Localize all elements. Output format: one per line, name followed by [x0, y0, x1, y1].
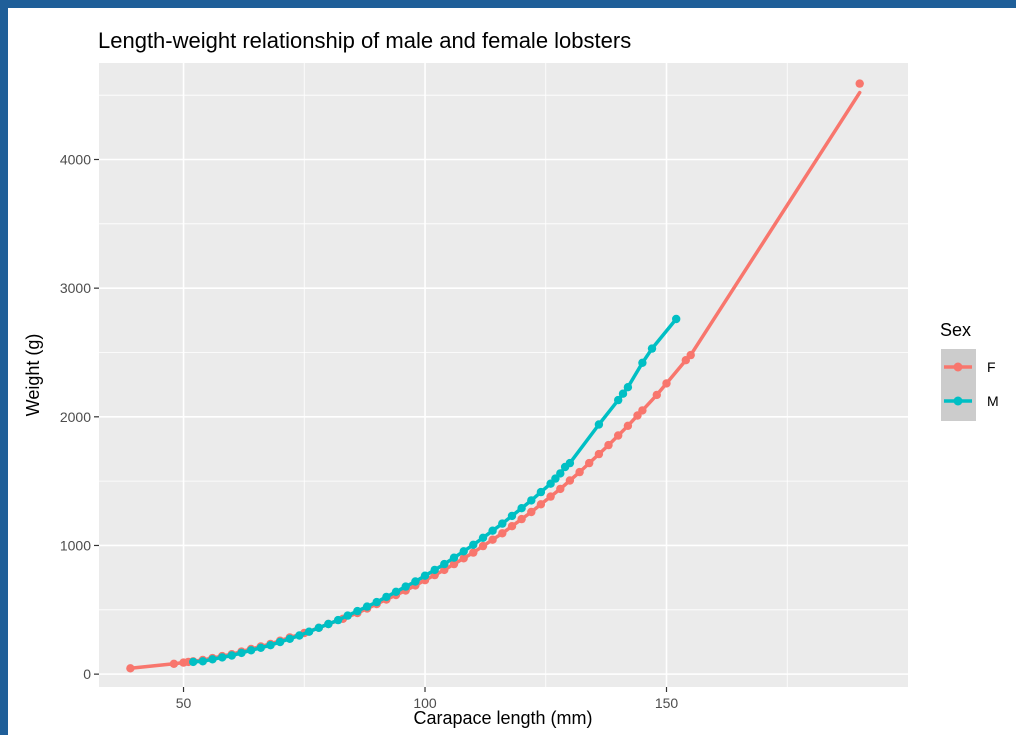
data-point-m: [459, 547, 468, 556]
x-axis: 50 100 150: [176, 687, 679, 711]
data-point-f: [638, 406, 647, 415]
legend-label-m: M: [987, 393, 999, 409]
chart-title: Length-weight relationship of male and f…: [98, 28, 631, 53]
data-point-f: [527, 507, 536, 517]
y-axis: 0 1000 2000 3000 4000: [60, 151, 99, 682]
data-point-m: [324, 619, 333, 629]
data-point-f: [459, 554, 468, 563]
data-point-m: [237, 648, 246, 658]
data-point-m: [304, 627, 314, 636]
data-point-m: [246, 646, 256, 655]
data-point-m: [556, 469, 565, 478]
data-point-f: [565, 476, 575, 485]
y-tick-label: 0: [83, 666, 91, 682]
data-point-f: [126, 664, 135, 673]
data-point-m: [314, 623, 323, 632]
y-tick-label: 4000: [60, 151, 91, 167]
data-point-m: [353, 606, 362, 616]
data-point-m: [623, 383, 633, 392]
data-point-m: [362, 602, 372, 611]
x-tick-label: 100: [413, 695, 437, 711]
data-point-f: [604, 440, 613, 450]
y-tick-label: 3000: [60, 280, 91, 296]
data-point-m: [372, 597, 381, 607]
data-point-m: [256, 643, 265, 652]
data-point-f: [546, 492, 555, 501]
y-tick-label: 1000: [60, 537, 91, 553]
x-tick-label: 150: [655, 695, 679, 711]
data-point-f: [623, 421, 633, 430]
data-point-m: [227, 651, 236, 660]
data-point-m: [469, 540, 478, 549]
data-point-m: [672, 314, 681, 324]
data-point-m: [430, 565, 439, 575]
data-point-m: [333, 615, 343, 625]
data-point-f: [662, 379, 671, 388]
data-point-m: [536, 487, 546, 497]
data-point-f: [556, 484, 565, 494]
data-point-f: [440, 565, 449, 575]
data-point-m: [507, 511, 517, 521]
data-point-f: [517, 514, 526, 524]
data-point-m: [198, 657, 207, 666]
data-point-m: [208, 655, 217, 664]
data-point-m: [295, 631, 304, 640]
data-point-f: [478, 541, 488, 551]
data-point-m: [401, 582, 410, 591]
data-point-m: [527, 496, 536, 505]
data-point-m: [218, 653, 227, 662]
data-point-m: [449, 553, 459, 562]
data-point-f: [449, 559, 459, 569]
data-point-f: [652, 390, 661, 400]
legend-key-f-dot: [953, 362, 963, 372]
legend-title: Sex: [940, 320, 971, 340]
legend-label-f: F: [987, 359, 996, 375]
data-point-f: [575, 467, 584, 477]
data-point-m: [478, 533, 488, 542]
data-point-m: [382, 592, 391, 602]
y-axis-title: Weight (g): [23, 334, 43, 417]
data-point-f: [488, 535, 497, 544]
data-point-f: [585, 458, 594, 468]
data-point-m: [565, 458, 575, 468]
data-point-m: [618, 389, 628, 398]
figure-frame: 50 100 150 0 1000 2000 3000 4000 Length-weight…: [8, 8, 1016, 735]
legend: Sex F M: [940, 320, 999, 421]
data-point-m: [391, 587, 401, 596]
data-point-f: [594, 449, 604, 459]
data-point-m: [498, 519, 507, 528]
series-layer: [126, 79, 864, 673]
x-tick-label: 50: [176, 695, 192, 711]
data-point-f: [498, 529, 507, 538]
data-point-f: [614, 431, 623, 440]
data-point-m: [517, 504, 526, 513]
data-point-m: [411, 577, 420, 586]
data-point-m: [266, 641, 275, 650]
data-point-m: [343, 611, 352, 620]
data-point-m: [440, 559, 449, 569]
data-point-f: [469, 548, 478, 557]
data-point-f: [507, 522, 517, 531]
data-point-f: [855, 79, 864, 88]
data-point-f: [536, 500, 546, 509]
data-point-m: [647, 344, 657, 353]
data-point-m: [614, 395, 623, 405]
data-point-f: [686, 350, 695, 360]
data-point-m: [275, 637, 285, 647]
data-point-f: [169, 659, 179, 668]
data-point-m: [420, 571, 430, 580]
plot-panel: [99, 63, 908, 687]
x-axis-title: Carapace length (mm): [413, 708, 592, 728]
data-point-m: [638, 358, 647, 367]
data-point-m: [488, 526, 497, 535]
minor-gridlines: [99, 63, 908, 687]
legend-key-m-dot: [953, 396, 963, 406]
data-point-m: [189, 657, 198, 667]
y-tick-label: 2000: [60, 409, 91, 425]
chart: 50 100 150 0 1000 2000 3000 4000 Length-weight…: [23, 28, 999, 728]
data-point-m: [594, 420, 604, 429]
data-point-m: [285, 634, 294, 643]
